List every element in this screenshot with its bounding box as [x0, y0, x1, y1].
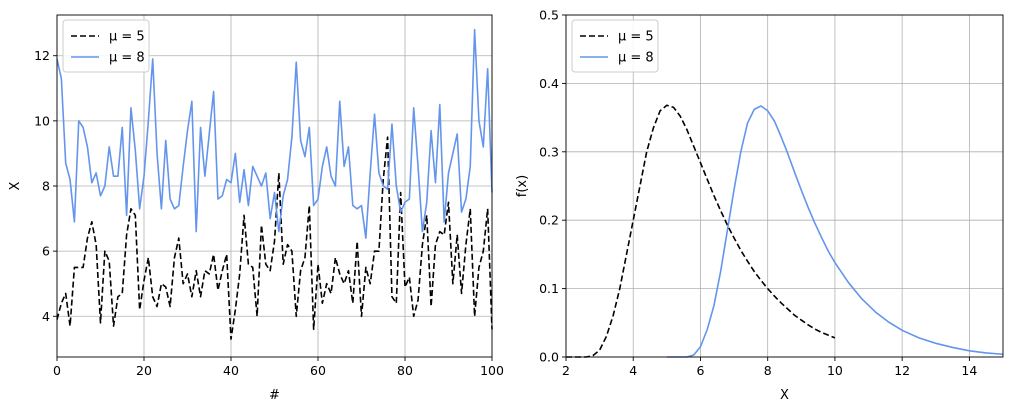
y-axis-label: f(x) — [515, 175, 530, 197]
x-tick-label: 60 — [310, 363, 326, 378]
y-tick-label: 0.3 — [539, 144, 559, 159]
x-tick-label: 10 — [827, 363, 843, 378]
y-tick-label: 0.1 — [539, 281, 559, 296]
x-tick-label: 100 — [480, 363, 504, 378]
y-tick-label: 0.5 — [539, 8, 559, 23]
y-tick-label: 0.0 — [539, 350, 559, 365]
legend: μ = 5 μ = 8 — [571, 19, 659, 73]
x-axis-label: # — [269, 388, 280, 403]
y-tick-label: 10 — [34, 113, 50, 128]
y-tick-label: 0.4 — [539, 76, 559, 91]
series-line-mu-8 — [666, 105, 1004, 358]
y-tick-label: 0.2 — [539, 213, 559, 228]
x-tick-label: 4 — [629, 363, 637, 378]
legend-box — [571, 19, 659, 73]
y-axis-label: X — [8, 181, 23, 190]
x-tick-label: 14 — [961, 363, 977, 378]
legend: μ = 5 μ = 8 — [62, 19, 150, 73]
legend-entry: μ = 8 — [109, 51, 145, 66]
x-tick-label: 0 — [53, 363, 61, 378]
x-tick-label: 80 — [397, 363, 413, 378]
series-line-mu-5 — [56, 136, 493, 340]
chart-2: 2 4 6 8 10 12 140.00.10.20.30.40.5Xf(x)μ = 5μ … — [515, 8, 1004, 403]
y-tick-label: 4 — [42, 309, 50, 324]
y-tick-label: 6 — [42, 244, 50, 259]
legend-box — [62, 19, 150, 73]
chart-1: 0 20 40 60 80 100 4 6 8 10 12 # Xμ = 5 μ = 8 — [8, 14, 504, 403]
x-tick-label: 20 — [136, 363, 152, 378]
legend-entry: μ = 5 — [618, 30, 654, 45]
x-tick-label: 12 — [894, 363, 910, 378]
y-tick-label: 12 — [34, 48, 50, 63]
legend-entry: μ = 8 — [618, 51, 654, 66]
series-line-mu-8 — [56, 28, 493, 239]
x-tick-label: 2 — [562, 363, 570, 378]
x-tick-label: 8 — [764, 363, 772, 378]
series-line-mu-5 — [566, 104, 836, 358]
y-tick-label: 8 — [42, 179, 50, 194]
legend-entry: μ = 5 — [109, 30, 145, 45]
x-tick-label: 6 — [696, 363, 704, 378]
x-tick-label: 40 — [223, 363, 239, 378]
x-axis-label: X — [780, 388, 789, 403]
axes-frame — [565, 14, 1004, 358]
